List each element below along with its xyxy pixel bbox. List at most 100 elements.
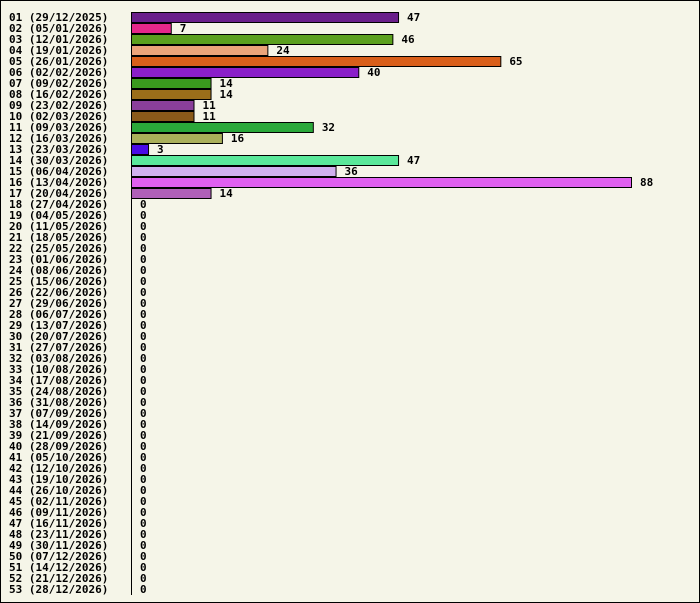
value-label: 0: [140, 209, 147, 222]
value-label: 3: [157, 143, 164, 156]
value-label: 0: [140, 297, 147, 310]
value-label: 46: [401, 33, 415, 46]
category-label: 02 (05/01/2026): [9, 22, 108, 35]
value-label: 0: [140, 231, 147, 244]
category-label: 45 (02/11/2026): [9, 495, 108, 508]
value-label: 0: [140, 561, 147, 574]
value-label: 0: [140, 374, 147, 387]
category-label: 26 (22/06/2026): [9, 286, 108, 299]
category-label: 49 (30/11/2026): [9, 539, 108, 552]
category-label: 51 (14/12/2026): [9, 561, 108, 574]
bar: [131, 111, 195, 122]
value-label: 88: [640, 176, 653, 189]
category-label: 22 (25/05/2026): [9, 242, 108, 255]
value-label: 7: [180, 22, 187, 35]
category-label: 42 (12/10/2026): [9, 462, 108, 475]
category-label: 06 (02/02/2026): [9, 66, 108, 79]
value-label: 0: [140, 363, 147, 376]
value-label: 0: [140, 253, 147, 266]
value-label: 47: [407, 11, 420, 24]
value-label: 0: [140, 220, 147, 233]
value-label: 0: [140, 429, 147, 442]
category-label: 17 (20/04/2026): [9, 187, 108, 200]
category-label: 01 (29/12/2025): [9, 11, 108, 24]
bar: [131, 78, 212, 89]
category-label: 34 (17/08/2026): [9, 374, 108, 387]
category-label: 09 (23/02/2026): [9, 99, 108, 112]
category-label: 07 (09/02/2026): [9, 77, 108, 90]
value-label: 47: [407, 154, 420, 167]
bar: [131, 166, 337, 177]
value-label: 16: [231, 132, 245, 145]
category-label: 43 (19/10/2026): [9, 473, 108, 486]
bar: [131, 34, 394, 45]
value-label: 65: [509, 55, 522, 68]
category-label: 20 (11/05/2026): [9, 220, 108, 233]
value-label: 0: [140, 396, 147, 409]
value-label: 0: [140, 264, 147, 277]
category-label: 29 (13/07/2026): [9, 319, 108, 332]
value-label: 11: [203, 99, 217, 112]
bar: [131, 12, 400, 23]
category-label: 36 (31/08/2026): [9, 396, 108, 409]
value-label: 0: [140, 572, 147, 585]
value-label: 0: [140, 242, 147, 255]
value-label: 40: [367, 66, 380, 79]
category-label: 50 (07/12/2026): [9, 550, 108, 563]
value-label: 0: [140, 462, 147, 475]
category-label: 12 (16/03/2026): [9, 132, 108, 145]
category-label: 14 (30/03/2026): [9, 154, 108, 167]
bar: [131, 177, 632, 188]
category-label: 31 (27/07/2026): [9, 341, 108, 354]
category-label: 38 (14/09/2026): [9, 418, 108, 431]
bar: [131, 144, 150, 155]
category-label: 30 (20/07/2026): [9, 330, 108, 343]
value-label: 0: [140, 440, 147, 453]
category-label: 41 (05/10/2026): [9, 451, 108, 464]
category-label: 21 (18/05/2026): [9, 231, 108, 244]
category-label: 28 (06/07/2026): [9, 308, 108, 321]
category-label: 10 (02/03/2026): [9, 110, 108, 123]
category-label: 32 (03/08/2026): [9, 352, 108, 365]
value-label: 0: [140, 352, 147, 365]
value-label: 0: [140, 550, 147, 563]
category-label: 04 (19/01/2026): [9, 44, 108, 57]
value-label: 0: [140, 484, 147, 497]
bar: [131, 133, 223, 144]
bar: [131, 89, 212, 100]
value-label: 14: [220, 77, 234, 90]
bar: [131, 56, 502, 67]
category-label: 47 (16/11/2026): [9, 517, 108, 530]
bar: [131, 23, 172, 34]
category-label: 16 (13/04/2026): [9, 176, 108, 189]
category-label: 39 (21/09/2026): [9, 429, 108, 442]
value-label: 0: [140, 319, 147, 332]
category-label: 13 (23/03/2026): [9, 143, 108, 156]
value-label: 32: [322, 121, 335, 134]
category-label: 27 (29/06/2026): [9, 297, 108, 310]
value-label: 0: [140, 473, 147, 486]
bar: [131, 155, 400, 166]
bar: [131, 100, 195, 111]
value-label: 0: [140, 583, 147, 596]
value-label: 24: [276, 44, 290, 57]
category-label: 44 (26/10/2026): [9, 484, 108, 497]
value-label: 0: [140, 330, 147, 343]
category-labels: 01 (29/12/2025)02 (05/01/2026)03 (12/01/…: [9, 11, 108, 596]
value-label: 0: [140, 286, 147, 299]
category-label: 19 (04/05/2026): [9, 209, 108, 222]
value-label: 0: [140, 528, 147, 541]
bar: [131, 188, 212, 199]
value-label: 0: [140, 517, 147, 530]
value-label: 36: [345, 165, 359, 178]
value-label: 0: [140, 506, 147, 519]
category-label: 48 (23/11/2026): [9, 528, 108, 541]
value-label: 0: [140, 341, 147, 354]
category-label: 37 (07/09/2026): [9, 407, 108, 420]
value-label: 0: [140, 198, 147, 211]
category-label: 52 (21/12/2026): [9, 572, 108, 585]
category-label: 23 (01/06/2026): [9, 253, 108, 266]
category-label: 40 (28/09/2026): [9, 440, 108, 453]
